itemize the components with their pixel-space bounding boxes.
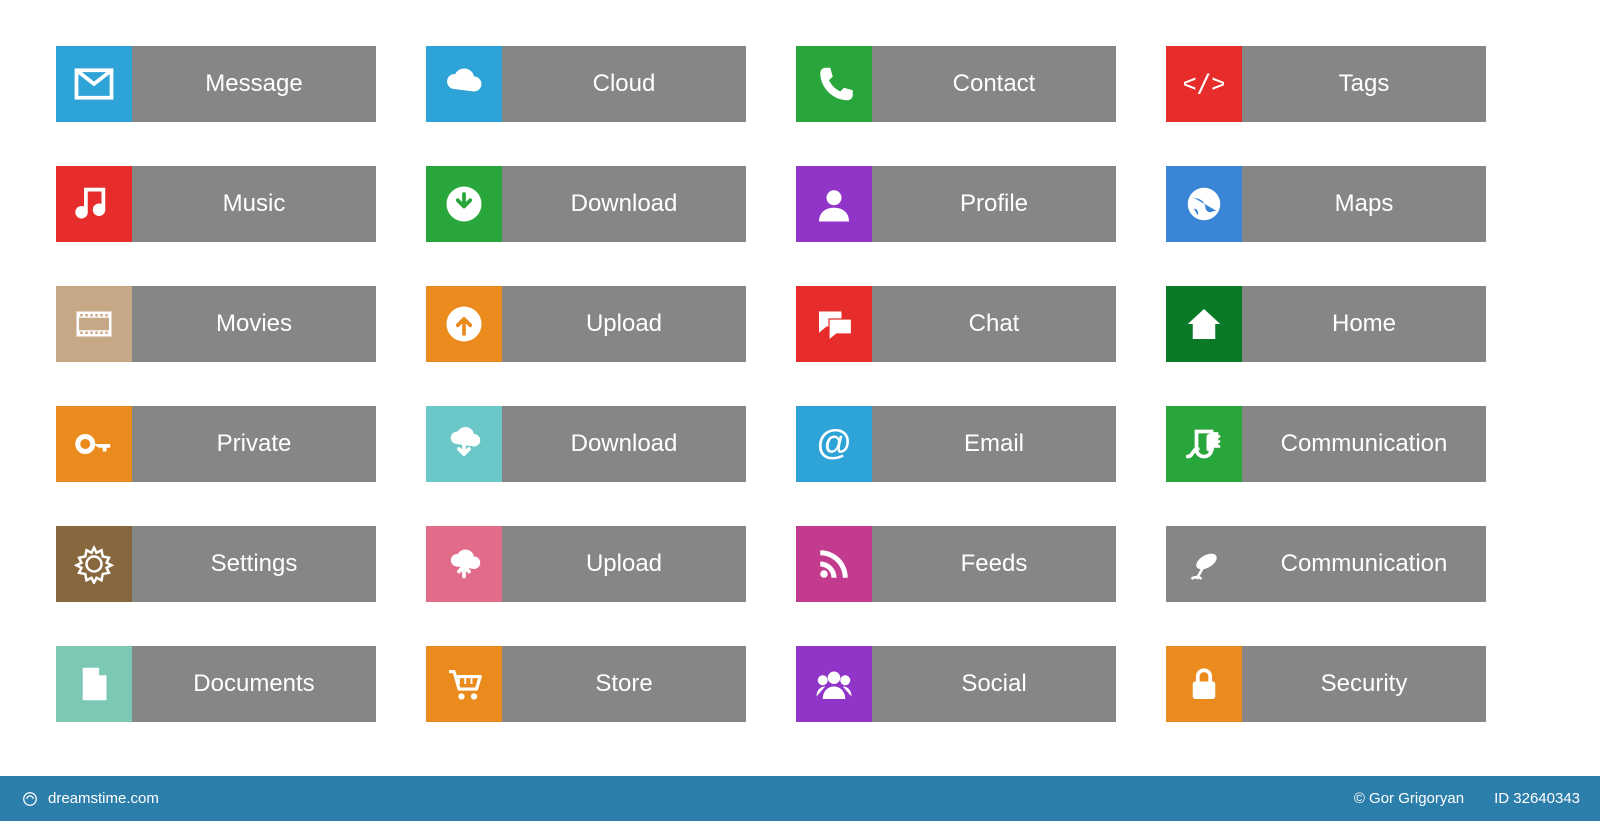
- chat-icon: [796, 286, 872, 362]
- document-tile[interactable]: Documents: [56, 646, 376, 722]
- cloud-tile[interactable]: Cloud: [426, 46, 746, 122]
- phone-icon: [796, 46, 872, 122]
- cloud-up-tile[interactable]: Upload: [426, 526, 746, 602]
- download-icon: [426, 166, 502, 242]
- chat-tile[interactable]: Chat: [796, 286, 1116, 362]
- plug-tile[interactable]: Communication: [1166, 406, 1486, 482]
- tile-label: Settings: [132, 526, 376, 602]
- cloud-down-tile[interactable]: Download: [426, 406, 746, 482]
- cloud-icon: [426, 46, 502, 122]
- tile-label: Movies: [132, 286, 376, 362]
- at-tile[interactable]: Email: [796, 406, 1116, 482]
- phone-tile[interactable]: Contact: [796, 46, 1116, 122]
- gear-icon: [56, 526, 132, 602]
- tile-label: Social: [872, 646, 1116, 722]
- tile-label: Upload: [502, 526, 746, 602]
- tile-label: Maps: [1242, 166, 1486, 242]
- tile-label: Feeds: [872, 526, 1116, 602]
- cloud-down-icon: [426, 406, 502, 482]
- tile-label: Contact: [872, 46, 1116, 122]
- tile-label: Download: [502, 406, 746, 482]
- mail-icon: [56, 46, 132, 122]
- profile-icon: [796, 166, 872, 242]
- tile-label: Security: [1242, 646, 1486, 722]
- tile-label: Tags: [1242, 46, 1486, 122]
- tile-label: Message: [132, 46, 376, 122]
- tile-label: Documents: [132, 646, 376, 722]
- tile-label: Upload: [502, 286, 746, 362]
- at-icon: [796, 406, 872, 482]
- button-grid: Message Cloud Contact Tags Music Download Prof…: [0, 0, 1600, 722]
- tile-label: Profile: [872, 166, 1116, 242]
- people-tile[interactable]: Social: [796, 646, 1116, 722]
- tile-label: Music: [132, 166, 376, 242]
- people-icon: [796, 646, 872, 722]
- music-tile[interactable]: Music: [56, 166, 376, 242]
- cart-icon: [426, 646, 502, 722]
- rss-icon: [796, 526, 872, 602]
- cloud-up-icon: [426, 526, 502, 602]
- document-icon: [56, 646, 132, 722]
- satellite-tile[interactable]: Communication: [1166, 526, 1486, 602]
- key-icon: [56, 406, 132, 482]
- mail-tile[interactable]: Message: [56, 46, 376, 122]
- home-tile[interactable]: Home: [1166, 286, 1486, 362]
- tile-label: Communication: [1242, 526, 1486, 602]
- tile-label: Cloud: [502, 46, 746, 122]
- film-icon: [56, 286, 132, 362]
- cart-tile[interactable]: Store: [426, 646, 746, 722]
- footer-credit: © Gor Grigoryan: [1354, 790, 1464, 807]
- tile-label: Communication: [1242, 406, 1486, 482]
- upload-tile[interactable]: Upload: [426, 286, 746, 362]
- upload-icon: [426, 286, 502, 362]
- tile-label: Email: [872, 406, 1116, 482]
- brand-text: dreamstime.com: [48, 790, 159, 807]
- film-tile[interactable]: Movies: [56, 286, 376, 362]
- tile-label: Private: [132, 406, 376, 482]
- profile-tile[interactable]: Profile: [796, 166, 1116, 242]
- tile-label: Chat: [872, 286, 1116, 362]
- lock-tile[interactable]: Security: [1166, 646, 1486, 722]
- tile-label: Home: [1242, 286, 1486, 362]
- satellite-icon: [1166, 526, 1242, 602]
- footer-id: ID 32640343: [1494, 790, 1580, 807]
- download-tile[interactable]: Download: [426, 166, 746, 242]
- tile-label: Download: [502, 166, 746, 242]
- brand-logo: dreamstime.com: [20, 789, 159, 809]
- code-icon: [1166, 46, 1242, 122]
- gear-tile[interactable]: Settings: [56, 526, 376, 602]
- key-tile[interactable]: Private: [56, 406, 376, 482]
- lock-icon: [1166, 646, 1242, 722]
- globe-icon: [1166, 166, 1242, 242]
- home-icon: [1166, 286, 1242, 362]
- rss-tile[interactable]: Feeds: [796, 526, 1116, 602]
- music-icon: [56, 166, 132, 242]
- globe-tile[interactable]: Maps: [1166, 166, 1486, 242]
- plug-icon: [1166, 406, 1242, 482]
- footer-bar: dreamstime.com © Gor Grigoryan ID 326403…: [0, 776, 1600, 821]
- tile-label: Store: [502, 646, 746, 722]
- code-tile[interactable]: Tags: [1166, 46, 1486, 122]
